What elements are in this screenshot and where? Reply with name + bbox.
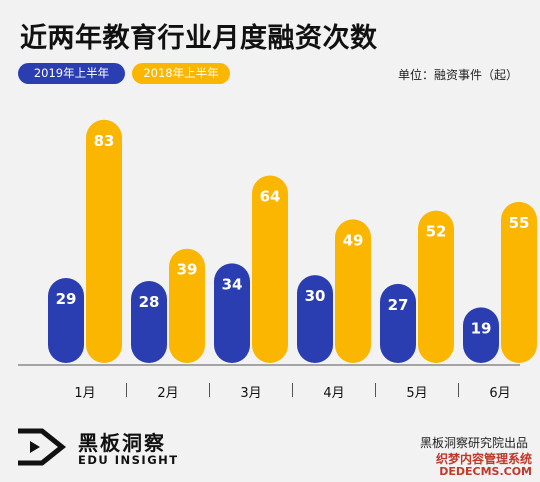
- bar-value-2019-2: 28: [139, 293, 160, 311]
- bar-2019-5: [380, 283, 416, 363]
- brand-name-en: EDU INSIGHT: [78, 453, 179, 467]
- x-tick-label-6: 6月: [489, 386, 510, 401]
- bar-2018-2: [169, 248, 205, 363]
- chart-title: 近两年教育行业月度融资次数: [20, 23, 378, 54]
- x-tick-label-2: 2月: [157, 386, 178, 401]
- bar-2019-2: [131, 280, 167, 363]
- x-tick-label-5: 5月: [406, 386, 427, 401]
- brand-name-cn: 黑板洞察: [78, 431, 166, 455]
- legend-2019: 2019年上半年: [18, 63, 125, 84]
- x-tick-label-1: 1月: [74, 386, 95, 401]
- bar-2018-3: [252, 175, 288, 363]
- x-tick-label-3: 3月: [240, 386, 261, 401]
- bar-value-2019-1: 29: [56, 290, 77, 308]
- bar-value-2019-4: 30: [305, 287, 326, 305]
- bar-2018-5: [418, 210, 455, 363]
- bar-value-2018-5: 52: [426, 223, 447, 241]
- bar-2019-6: [463, 307, 499, 363]
- bar-value-2018-2: 39: [177, 261, 198, 279]
- watermark-line2: DEDECMS.COM: [439, 465, 532, 478]
- bar-value-2018-4: 49: [343, 231, 364, 249]
- bar-value-2019-3: 34: [222, 275, 243, 293]
- bar-value-2018-1: 83: [94, 132, 115, 150]
- bar-value-2019-5: 27: [388, 296, 409, 314]
- bar-value-2018-3: 64: [260, 187, 281, 205]
- bar-2018-1: [86, 119, 122, 364]
- bar-2018-4: [335, 219, 371, 363]
- bar-value-2018-6: 55: [509, 214, 530, 232]
- bar-2019-3: [214, 263, 250, 363]
- credit-text: 黑板洞察研究院出品: [419, 436, 528, 450]
- bar-value-2019-6: 19: [471, 319, 492, 337]
- watermark-line1: 织梦内容管理系统: [435, 452, 532, 466]
- unit-label: 单位：融资事件（起）: [397, 68, 518, 82]
- x-tick-label-4: 4月: [323, 386, 344, 401]
- bar-2018-6: [501, 201, 537, 363]
- bar-2019-1: [48, 278, 84, 363]
- bar-2019-4: [297, 275, 333, 363]
- edu-insight-logo: [18, 428, 67, 466]
- legend-2018: 2018年上半年: [132, 63, 230, 84]
